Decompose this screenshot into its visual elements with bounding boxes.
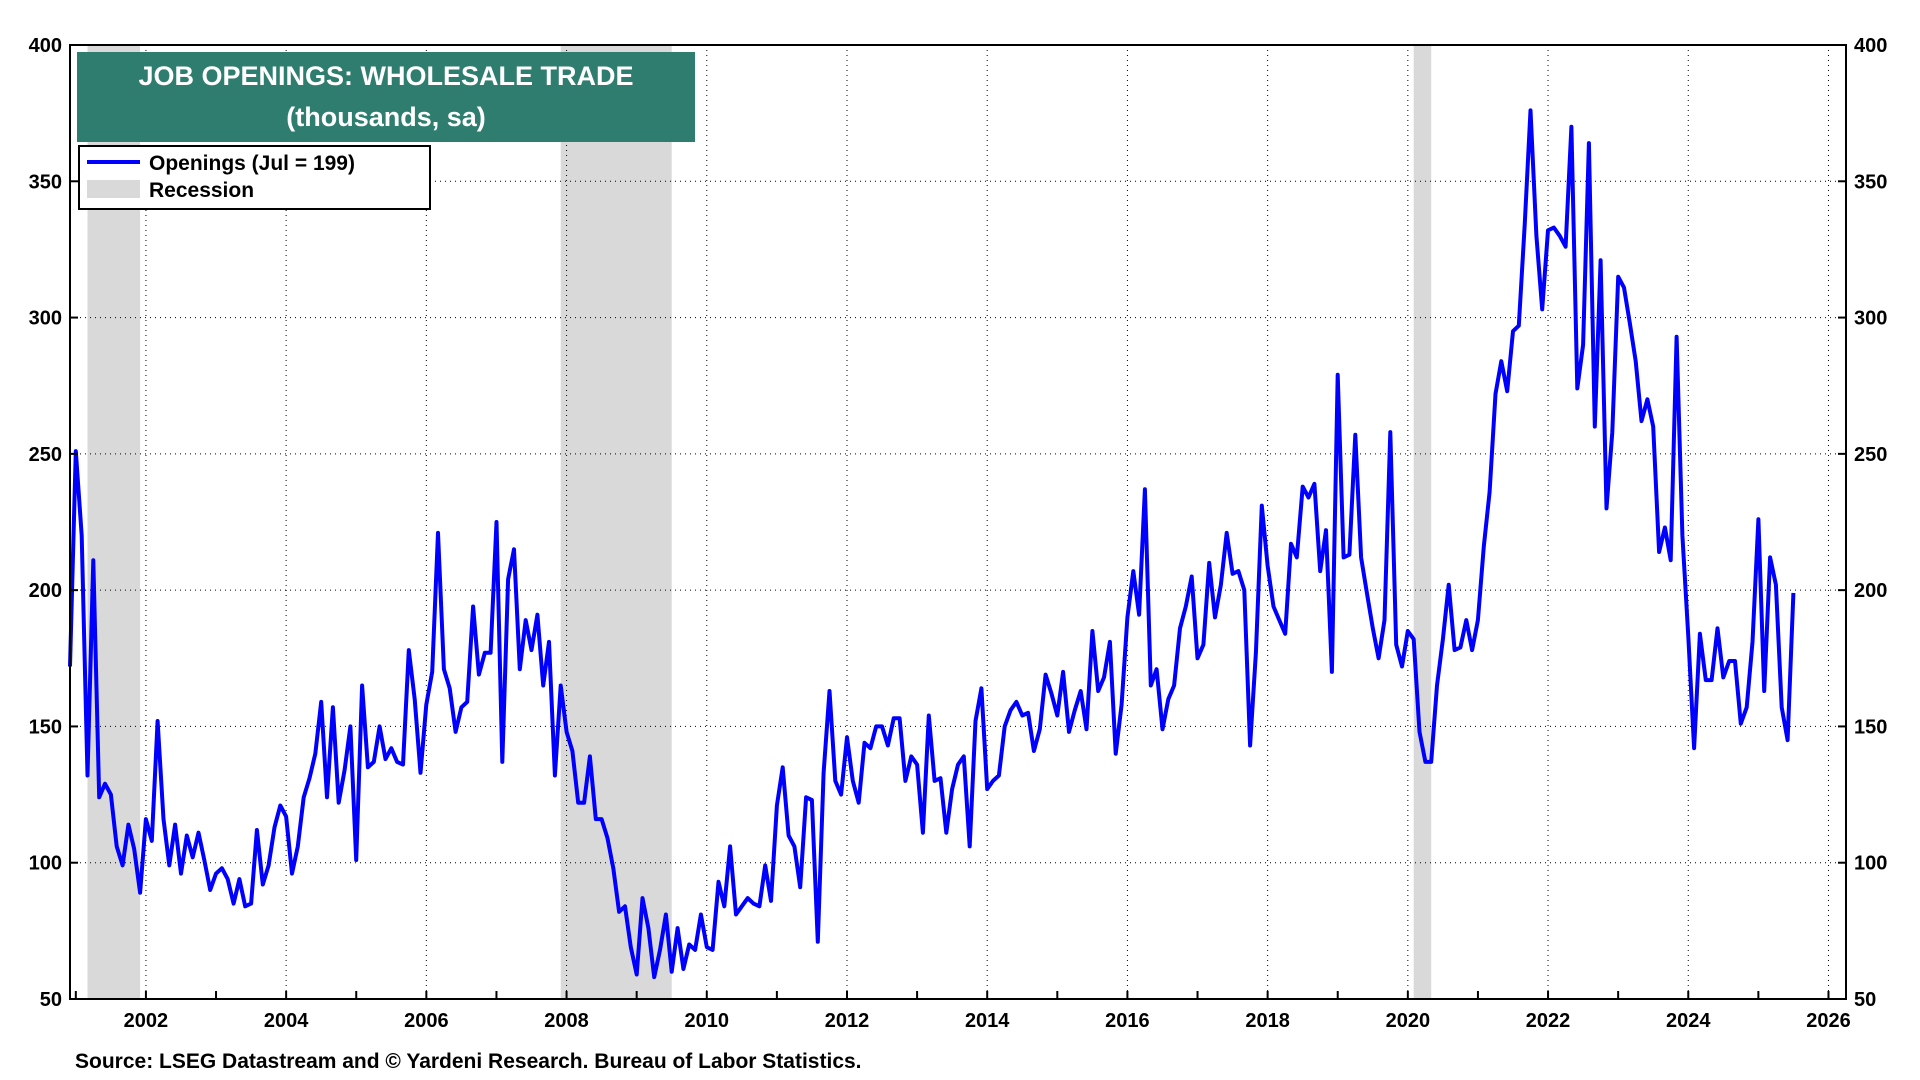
title-box: JOB OPENINGS: WHOLESALE TRADE (thousands…	[77, 52, 695, 142]
x-tick-label: 2022	[1526, 1010, 1571, 1032]
y-tick-label-left: 200	[29, 580, 62, 602]
y-tick-label-left: 250	[29, 444, 62, 466]
chart-title: JOB OPENINGS: WHOLESALE TRADE	[138, 61, 633, 91]
x-tick-label: 2020	[1386, 1010, 1431, 1032]
x-tick-label: 2018	[1245, 1010, 1290, 1032]
y-tick-label-right: 300	[1854, 308, 1887, 330]
chart-subtitle: (thousands, sa)	[286, 102, 486, 132]
y-tick-label-right: 350	[1854, 171, 1887, 193]
y-tick-label-right: 50	[1854, 989, 1876, 1011]
x-tick-label: 2002	[124, 1010, 169, 1032]
x-tick-label: 2006	[404, 1010, 449, 1032]
y-tick-label-left: 300	[29, 308, 62, 330]
legend-recession-swatch	[87, 180, 140, 198]
plot-frame	[69, 44, 1847, 1000]
y-tick-label-right: 150	[1854, 716, 1887, 738]
y-tick-label-left: 150	[29, 716, 62, 738]
x-tick-label: 2026	[1806, 1010, 1851, 1032]
x-tick-label: 2004	[264, 1010, 309, 1032]
y-tick-label-left: 50	[40, 989, 62, 1011]
y-tick-label-left: 100	[29, 853, 62, 875]
y-tick-label-right: 400	[1854, 35, 1887, 57]
recession-band	[1413, 45, 1432, 999]
legend-openings-label: Openings (Jul = 199)	[149, 152, 355, 175]
y-axis-left: 50 100 150 200 250 300 350 400	[29, 35, 78, 1011]
source-note: Source: LSEG Datastream and © Yardeni Re…	[75, 1050, 862, 1073]
recession-band	[560, 45, 672, 999]
x-tick-label: 2008	[544, 1010, 589, 1032]
x-tick-label: 2014	[965, 1010, 1010, 1032]
legend-recession-label: Recession	[149, 179, 254, 202]
y-tick-label-right: 200	[1854, 580, 1887, 602]
y-axis-right: 50 100 150 200 250 300 350 400	[1838, 35, 1887, 1011]
y-tick-label-right: 250	[1854, 444, 1887, 466]
openings-line	[68, 108, 1796, 980]
x-tick-label: 2012	[825, 1010, 870, 1032]
y-tick-label-left: 400	[29, 35, 62, 57]
x-axis: 2002 2004 2006 2008 2010 2012 2014 2016 2018 2020…	[74, 991, 1851, 1032]
x-tick-label: 2024	[1666, 1010, 1711, 1032]
y-tick-label-left: 350	[29, 171, 62, 193]
x-tick-label: 2010	[685, 1010, 730, 1032]
legend: Openings (Jul = 199) Recession	[78, 145, 431, 210]
x-tick-label: 2016	[1105, 1010, 1150, 1032]
y-tick-label-right: 100	[1854, 853, 1887, 875]
openings-series	[68, 108, 1796, 980]
